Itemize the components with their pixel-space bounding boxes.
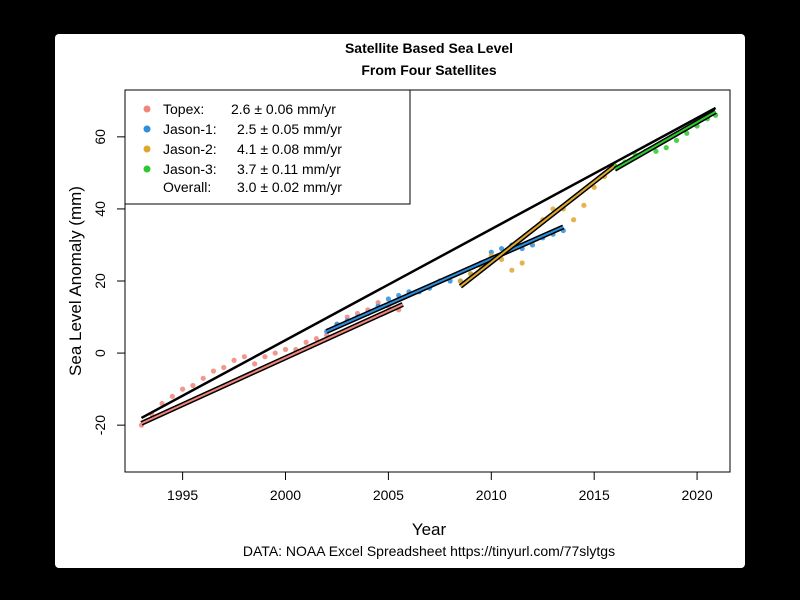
x-tick-label: 2020 (681, 487, 712, 503)
fit-line-overall (140, 106, 717, 420)
point-topex (262, 354, 268, 360)
trend-lines (140, 106, 717, 426)
legend-box (124, 89, 411, 205)
point-topex (375, 300, 381, 306)
point-topex (169, 393, 175, 399)
point-jason-3 (653, 148, 659, 154)
legend-rate-jason-1: 2.5 ± 0.05 mm/yr (237, 121, 342, 137)
point-jason-2 (519, 260, 525, 266)
point-topex (282, 346, 289, 353)
y-tick-label: 40 (92, 201, 108, 217)
legend-rate-jason-2: 4.1 ± 0.08 mm/yr (237, 141, 342, 157)
point-topex (344, 314, 350, 320)
legend-rate-topex: 2.6 ± 0.06 mm/yr (231, 101, 336, 117)
point-topex (210, 368, 217, 374)
y-tick-label: 60 (92, 129, 108, 145)
point-jason-2 (591, 184, 597, 190)
y-tick-label: 20 (92, 273, 108, 289)
x-axis: 1995 2000 2005 2010 2015 2020 (167, 472, 713, 503)
y-tick-label: 0 (92, 349, 108, 357)
fit-line-jason-3 (614, 110, 717, 171)
point-jason-3 (673, 137, 680, 144)
fit-line-jason-1 (326, 226, 564, 333)
chart-subtitle: From Four Satellites (361, 62, 497, 78)
legend-label-overall: Overall: (163, 179, 211, 195)
fit-line-topex (141, 303, 404, 425)
legend-label-jason-3: Jason-3: (163, 161, 217, 177)
x-tick-label: 2015 (579, 487, 610, 503)
point-jason-3 (684, 130, 690, 136)
point-topex (221, 364, 227, 371)
point-jason-2 (581, 202, 587, 208)
y-axis: -20 0 20 40 60 (92, 129, 125, 435)
point-topex (190, 382, 196, 389)
legend-marker-jason-2 (143, 145, 151, 153)
chart-title: Satellite Based Sea Level (345, 40, 513, 56)
x-axis-label: Year (412, 520, 447, 539)
legend-marker-jason-3 (143, 165, 151, 173)
point-jason-2 (509, 267, 515, 273)
point-topex (252, 361, 258, 367)
legend-label-jason-2: Jason-2: (163, 141, 217, 157)
data-source-caption: DATA: NOAA Excel Spreadsheet https://tin… (243, 543, 615, 559)
chart-frame: Satellite Based Sea Level From Four Sate… (55, 34, 745, 568)
legend: Topex: 2.6 ± 0.06 mm/yr Jason-1: 2.5 ± 0… (124, 89, 411, 205)
point-topex (272, 350, 278, 356)
legend-marker-topex (143, 105, 151, 113)
point-topex (200, 375, 206, 381)
point-jason-1 (385, 296, 392, 302)
x-tick-label: 1995 (167, 487, 198, 503)
y-axis-label: Sea Level Anomaly (mm) (66, 186, 85, 376)
point-topex (180, 386, 186, 392)
point-topex (303, 339, 309, 345)
sea-level-chart: Satellite Based Sea Level From Four Sate… (66, 40, 731, 559)
legend-marker-jason-1 (143, 125, 151, 133)
legend-label-jason-1: Jason-1: (163, 121, 217, 137)
point-jason-1 (488, 249, 494, 255)
legend-label-topex: Topex: (163, 101, 204, 117)
fit-line-jason-2 (459, 164, 616, 288)
point-topex (231, 357, 237, 363)
x-tick-label: 2005 (373, 487, 404, 503)
x-tick-label: 2010 (476, 487, 507, 503)
point-jason-1 (498, 245, 505, 252)
legend-rate-overall: 3.0 ± 0.02 mm/yr (237, 179, 342, 195)
point-jason-3 (663, 145, 669, 151)
point-topex (313, 336, 319, 342)
x-tick-label: 2000 (270, 487, 301, 503)
point-topex (241, 354, 247, 360)
legend-rate-jason-3: 3.7 ± 0.11 mm/yr (237, 161, 341, 177)
y-tick-label: -20 (92, 415, 108, 435)
point-jason-2 (571, 217, 577, 223)
